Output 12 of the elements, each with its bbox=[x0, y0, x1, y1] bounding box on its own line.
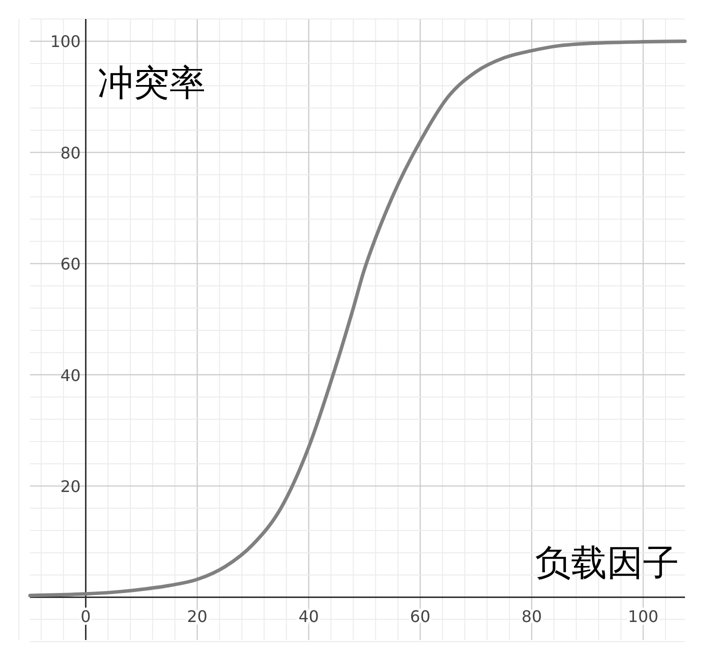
x-tick-label: 40 bbox=[298, 607, 319, 626]
y-tick-label: 60 bbox=[60, 254, 81, 274]
y-tick-label: 100 bbox=[50, 32, 81, 52]
x-tick-label: 80 bbox=[522, 607, 542, 626]
x-tick-label: 60 bbox=[410, 607, 430, 626]
y-axis-title: 冲突率 bbox=[98, 63, 206, 104]
y-tick-label: 20 bbox=[60, 477, 81, 496]
x-axis-title: 负载因子 bbox=[535, 543, 679, 584]
x-tick-label: 100 bbox=[628, 607, 658, 626]
x-tick-label: 20 bbox=[187, 607, 208, 626]
y-tick-label: 40 bbox=[60, 366, 81, 385]
y-tick-label: 80 bbox=[60, 143, 81, 162]
